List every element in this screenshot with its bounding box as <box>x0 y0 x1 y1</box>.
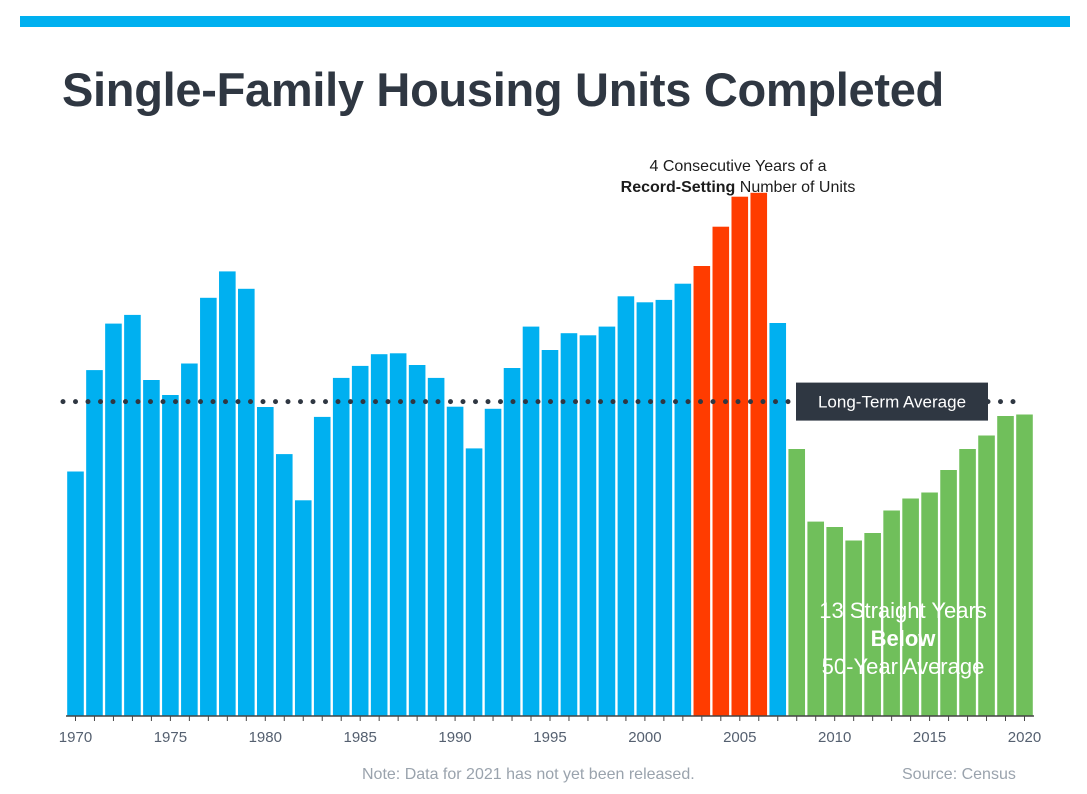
bar-1981 <box>275 454 293 716</box>
tick-label-2000: 2000 <box>628 729 661 746</box>
data-note: Note: Data for 2021 has not yet been rel… <box>362 766 695 783</box>
bar-1978 <box>219 271 236 716</box>
bar-1990 <box>446 406 464 716</box>
bar-2003 <box>693 266 711 716</box>
bar-2009 <box>807 521 825 716</box>
bar-1988 <box>408 365 426 716</box>
tick-label-2020: 2020 <box>1008 729 1041 746</box>
bar-2011 <box>845 540 862 716</box>
record-annotation-bold: Record-Setting <box>621 179 736 196</box>
bar-1975 <box>162 395 179 716</box>
bar-1991 <box>465 448 483 716</box>
bar-1998 <box>598 326 616 716</box>
bar-1972 <box>105 323 122 716</box>
bar-1970 <box>67 471 84 716</box>
bar-2020 <box>1016 414 1033 716</box>
bar-1982 <box>294 500 312 716</box>
bar-1983 <box>313 416 331 716</box>
tick-label-1975: 1975 <box>154 729 187 746</box>
bar-2005 <box>731 196 749 716</box>
bar-2017 <box>959 449 976 716</box>
bar-1986 <box>370 354 388 716</box>
bar-1980 <box>256 407 274 716</box>
bar-1999 <box>617 296 635 716</box>
below-annotation-line3: 50-Year Average <box>822 654 985 679</box>
bar-2015 <box>921 492 938 716</box>
bar-2013 <box>883 510 900 716</box>
bar-2002 <box>674 283 692 716</box>
bar-1973 <box>124 314 141 716</box>
bar-2007 <box>769 323 787 716</box>
tick-label-1995: 1995 <box>533 729 566 746</box>
bar-2016 <box>940 470 957 716</box>
bar-1987 <box>389 353 407 716</box>
bar-1994 <box>522 326 540 716</box>
tick-label-2010: 2010 <box>818 729 851 746</box>
bar-1993 <box>503 368 521 716</box>
bar-2008 <box>788 449 806 716</box>
top-accent-rule <box>20 16 1070 27</box>
bar-2014 <box>902 498 919 716</box>
bar-1971 <box>86 370 103 716</box>
bar-1984 <box>332 377 350 716</box>
chart-title: Single-Family Housing Units Completed <box>62 63 944 116</box>
bar-1997 <box>579 335 597 716</box>
bar-2006 <box>750 192 768 717</box>
source-note: Source: Census <box>902 766 1016 783</box>
record-annotation-line1: 4 Consecutive Years of a <box>649 158 826 175</box>
bar-2019 <box>997 416 1014 716</box>
below-annotation-line2: Below <box>871 626 937 651</box>
record-annotation-line2: Record-Setting Number of Units <box>621 179 856 196</box>
below-annotation-line1: 13 Straight Years <box>819 598 987 623</box>
bar-1979 <box>238 288 255 716</box>
tick-label-1970: 1970 <box>59 729 92 746</box>
bar-2010 <box>826 527 843 716</box>
bar-1989 <box>427 377 445 716</box>
bar-1976 <box>181 363 198 716</box>
long-term-average-label: Long-Term Average <box>818 393 966 412</box>
record-annotation-rest: Number of Units <box>735 179 855 196</box>
tick-label-2005: 2005 <box>723 729 756 746</box>
bar-2001 <box>655 299 673 716</box>
bars-group <box>67 192 1033 717</box>
bar-1995 <box>541 350 559 716</box>
bar-2000 <box>636 302 654 716</box>
bar-2004 <box>712 226 730 716</box>
x-axis-ticks: 1970 1975 1980 1985 1990 1995 2000 2005 2010 2015… <box>59 716 1041 746</box>
bar-1996 <box>560 333 578 716</box>
bar-1992 <box>484 408 502 716</box>
tick-label-1990: 1990 <box>438 729 471 746</box>
bar-2012 <box>864 533 881 716</box>
bar-1985 <box>351 365 369 716</box>
tick-label-1985: 1985 <box>344 729 377 746</box>
bar-2018 <box>978 435 995 716</box>
long-term-average-label-box <box>796 382 988 421</box>
tick-label-1980: 1980 <box>249 729 282 746</box>
bar-1974 <box>143 380 160 716</box>
bar-1977 <box>200 297 217 716</box>
tick-label-2015: 2015 <box>913 729 946 746</box>
